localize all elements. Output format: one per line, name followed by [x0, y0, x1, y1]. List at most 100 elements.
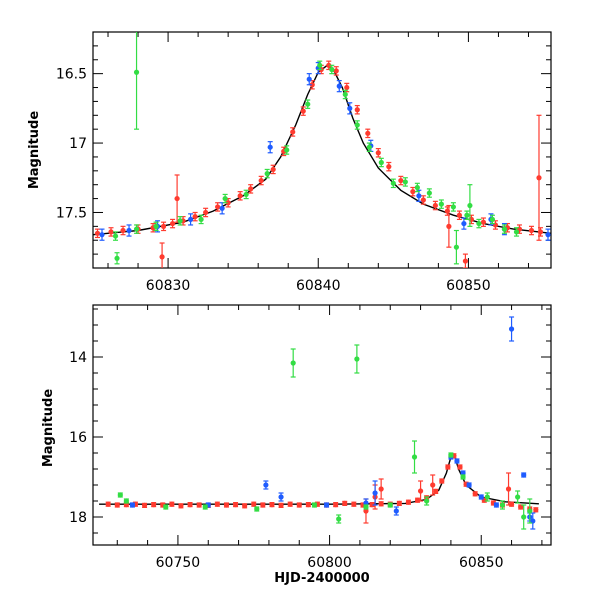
data-marker	[433, 488, 439, 494]
data-marker	[378, 159, 384, 166]
data-point	[454, 458, 460, 464]
data-marker	[476, 220, 482, 227]
data-marker	[472, 491, 478, 497]
data-marker	[133, 69, 140, 75]
panel-0-xtick-label: 60850	[446, 278, 491, 294]
data-point	[536, 114, 542, 241]
data-point	[402, 177, 408, 187]
data-point	[433, 488, 439, 494]
data-marker	[446, 223, 452, 229]
data-point	[153, 221, 159, 232]
data-point	[528, 225, 535, 236]
panel-1-ytick-label: 18	[69, 510, 87, 526]
data-point	[354, 120, 360, 130]
data-point	[508, 501, 515, 507]
data-marker	[489, 216, 496, 223]
data-marker	[225, 200, 231, 206]
data-point	[281, 146, 287, 157]
data-point	[151, 502, 157, 508]
data-marker	[545, 232, 551, 238]
data-marker	[105, 501, 111, 507]
data-marker	[223, 502, 230, 508]
data-marker	[169, 501, 175, 507]
data-marker	[203, 209, 209, 216]
data-point	[354, 104, 360, 115]
data-point	[214, 501, 220, 507]
data-point	[448, 452, 454, 458]
data-marker	[133, 226, 140, 232]
data-marker	[414, 497, 421, 503]
data-marker	[363, 508, 369, 514]
data-marker	[432, 202, 438, 209]
data-marker	[192, 214, 198, 220]
data-point	[333, 502, 339, 508]
data-point	[460, 474, 466, 480]
data-point	[405, 499, 412, 505]
data-point	[129, 502, 136, 508]
panel-0-ytick-label: 17.5	[56, 205, 87, 221]
data-marker	[243, 191, 249, 198]
data-marker	[287, 501, 293, 507]
data-marker	[333, 68, 339, 74]
data-marker	[354, 122, 360, 128]
data-marker	[464, 212, 470, 218]
data-point	[351, 501, 357, 507]
data-marker	[420, 197, 426, 203]
data-point	[215, 202, 221, 212]
data-marker	[232, 502, 239, 508]
data-point	[278, 502, 284, 508]
data-point	[466, 482, 472, 488]
data-point	[411, 440, 418, 474]
data-marker	[278, 494, 284, 500]
data-point	[386, 161, 392, 172]
data-point	[478, 494, 484, 500]
data-point	[248, 184, 254, 194]
data-point	[484, 492, 490, 502]
data-marker	[417, 488, 424, 494]
data-marker	[202, 504, 208, 510]
data-point	[450, 202, 456, 212]
data-marker	[396, 500, 402, 506]
data-marker	[305, 502, 311, 508]
panel-1-data	[99, 316, 539, 530]
data-marker	[108, 229, 114, 235]
data-point	[133, 224, 140, 234]
data-point	[300, 106, 306, 116]
data-marker	[126, 227, 132, 234]
data-marker	[478, 494, 484, 500]
data-marker	[527, 508, 533, 514]
data-point	[372, 480, 378, 506]
data-marker	[390, 180, 396, 186]
data-marker	[270, 166, 276, 173]
data-point	[305, 99, 311, 109]
data-marker	[251, 501, 257, 507]
data-point	[393, 506, 399, 516]
data-point	[480, 217, 487, 227]
data-marker	[267, 144, 273, 150]
data-marker	[196, 502, 202, 508]
data-marker	[424, 498, 430, 504]
data-marker	[521, 514, 527, 520]
data-point	[114, 252, 120, 265]
data-marker	[533, 507, 539, 513]
data-point	[160, 221, 167, 232]
data-point	[464, 210, 470, 221]
data-point	[461, 217, 467, 230]
data-point	[378, 501, 384, 507]
data-point	[141, 502, 148, 508]
data-point	[196, 502, 202, 508]
data-marker	[363, 504, 369, 510]
data-point	[424, 496, 430, 506]
data-marker	[117, 492, 123, 498]
data-marker	[426, 190, 432, 196]
data-point	[317, 60, 323, 71]
data-marker	[365, 130, 371, 136]
data-point	[342, 500, 348, 506]
data-marker	[290, 360, 296, 366]
data-point	[378, 478, 384, 500]
top-panel-ylabel: Magnitude	[27, 111, 42, 190]
data-marker	[456, 212, 462, 218]
data-marker	[499, 502, 506, 508]
data-marker	[405, 499, 412, 505]
